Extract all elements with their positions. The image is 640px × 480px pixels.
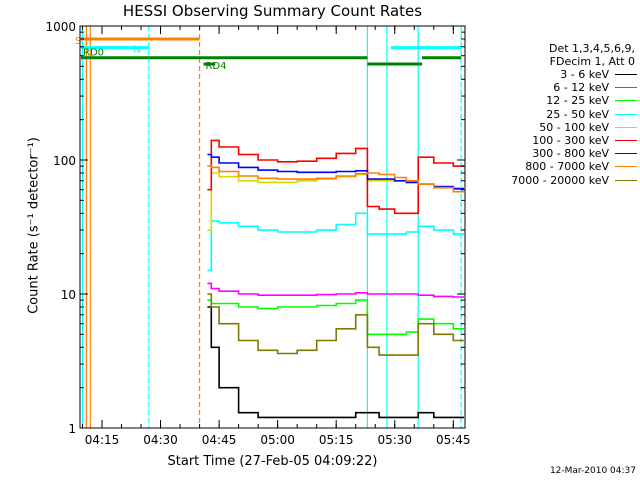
y-tick-label-1: 10 [61, 288, 76, 302]
legend-entry-label: 7000 - 20000 keV [511, 173, 609, 187]
series-line-4 [207, 172, 464, 231]
series-line-3 [207, 212, 464, 272]
legend-entry-label: 12 - 25 keV [546, 94, 609, 108]
legend-entry-8: 7000 - 20000 keV [478, 174, 640, 187]
x-axis-label: Start Time (27-Feb-05 04:09:22) [167, 454, 378, 469]
x-tick-label-6: 05:45 [436, 433, 471, 447]
x-tick-label-5: 05:30 [377, 433, 412, 447]
legend-swatch [615, 140, 637, 142]
y-tick-label-2: 100 [53, 154, 76, 168]
legend-entry-4: 50 - 100 keV [478, 121, 640, 134]
y-tick-label-0: 1 [68, 422, 76, 436]
legend-swatch [615, 126, 637, 128]
series-line-0 [207, 306, 464, 419]
series-line-2 [207, 299, 464, 336]
legend-entry-label: 50 - 100 keV [539, 120, 609, 134]
legend-entry-label: 300 - 800 keV [532, 147, 609, 161]
plot-frame [79, 25, 466, 429]
chart-title: HESSI Observing Summary Count Rates [122, 2, 423, 20]
flag-label-6: RD4 [205, 61, 226, 72]
x-tick-label-2: 04:45 [202, 433, 237, 447]
legend-header-decimation: FDecim 1, Att 0 [549, 55, 635, 68]
x-tick-label-0: 04:15 [85, 433, 120, 447]
legend-entries: 3 - 6 keV 6 - 12 keV 12 - 25 keV 25 - 50 ke… [478, 68, 640, 187]
legend-swatch [615, 100, 637, 102]
legend-entry-2: 12 - 25 keV [478, 94, 640, 107]
legend-entry-label: 3 - 6 keV [560, 68, 609, 82]
flag-label-1: N [133, 45, 140, 56]
legend-swatch [615, 153, 637, 155]
axis-ticks: 04:15 04:30 04:45 05:00 05:15 05:30 05:45 1 10 10… [45, 20, 470, 447]
legend-entry-label: 6 - 12 keV [553, 81, 609, 95]
legend-entry-5: 100 - 300 keV [478, 134, 640, 147]
legend-swatch [615, 179, 637, 181]
x-tick-label-4: 05:15 [319, 433, 354, 447]
legend-swatch [615, 166, 637, 168]
x-tick-label-3: 05:00 [260, 433, 295, 447]
flag-label-3: RD0 [83, 48, 104, 59]
legend-entry-label: 100 - 300 keV [532, 134, 609, 148]
series-line-8 [207, 293, 464, 356]
legend-header-detectors: Det 1,3,4,5,6,9, [548, 42, 635, 55]
legend: Det 1,3,4,5,6,9, FDecim 1, Att 0 3 - 6 k… [478, 42, 640, 187]
legend-entry-label: 800 - 7000 keV [525, 160, 609, 174]
legend-swatch [615, 74, 637, 76]
y-axis-label: Count Rate (s⁻¹ detector⁻¹) [26, 137, 42, 314]
legend-entry-3: 25 - 50 keV [478, 108, 640, 121]
legend-swatch [615, 87, 637, 89]
generation-timestamp: 12-Mar-2010 04:37 [549, 466, 636, 476]
legend-entry-7: 800 - 7000 keV [478, 160, 640, 173]
x-tick-label-1: 04:30 [143, 433, 178, 447]
legend-entry-1: 6 - 12 keV [478, 81, 640, 94]
legend-entry-6: 300 - 800 keV [478, 147, 640, 160]
series-lines [207, 139, 464, 419]
series-line-7 [207, 165, 464, 193]
vertical-markers [81, 26, 462, 428]
legend-swatch [615, 113, 637, 115]
flag-label-0: S [75, 36, 81, 47]
series-line-1 [207, 282, 464, 298]
legend-entry-0: 3 - 6 keV [478, 68, 640, 81]
state-flag-bars: S N RD0 RD4 [75, 36, 462, 72]
legend-entry-label: 25 - 50 keV [546, 107, 609, 121]
series-line-5 [207, 139, 464, 215]
y-tick-label-3: 1000 [45, 20, 76, 34]
